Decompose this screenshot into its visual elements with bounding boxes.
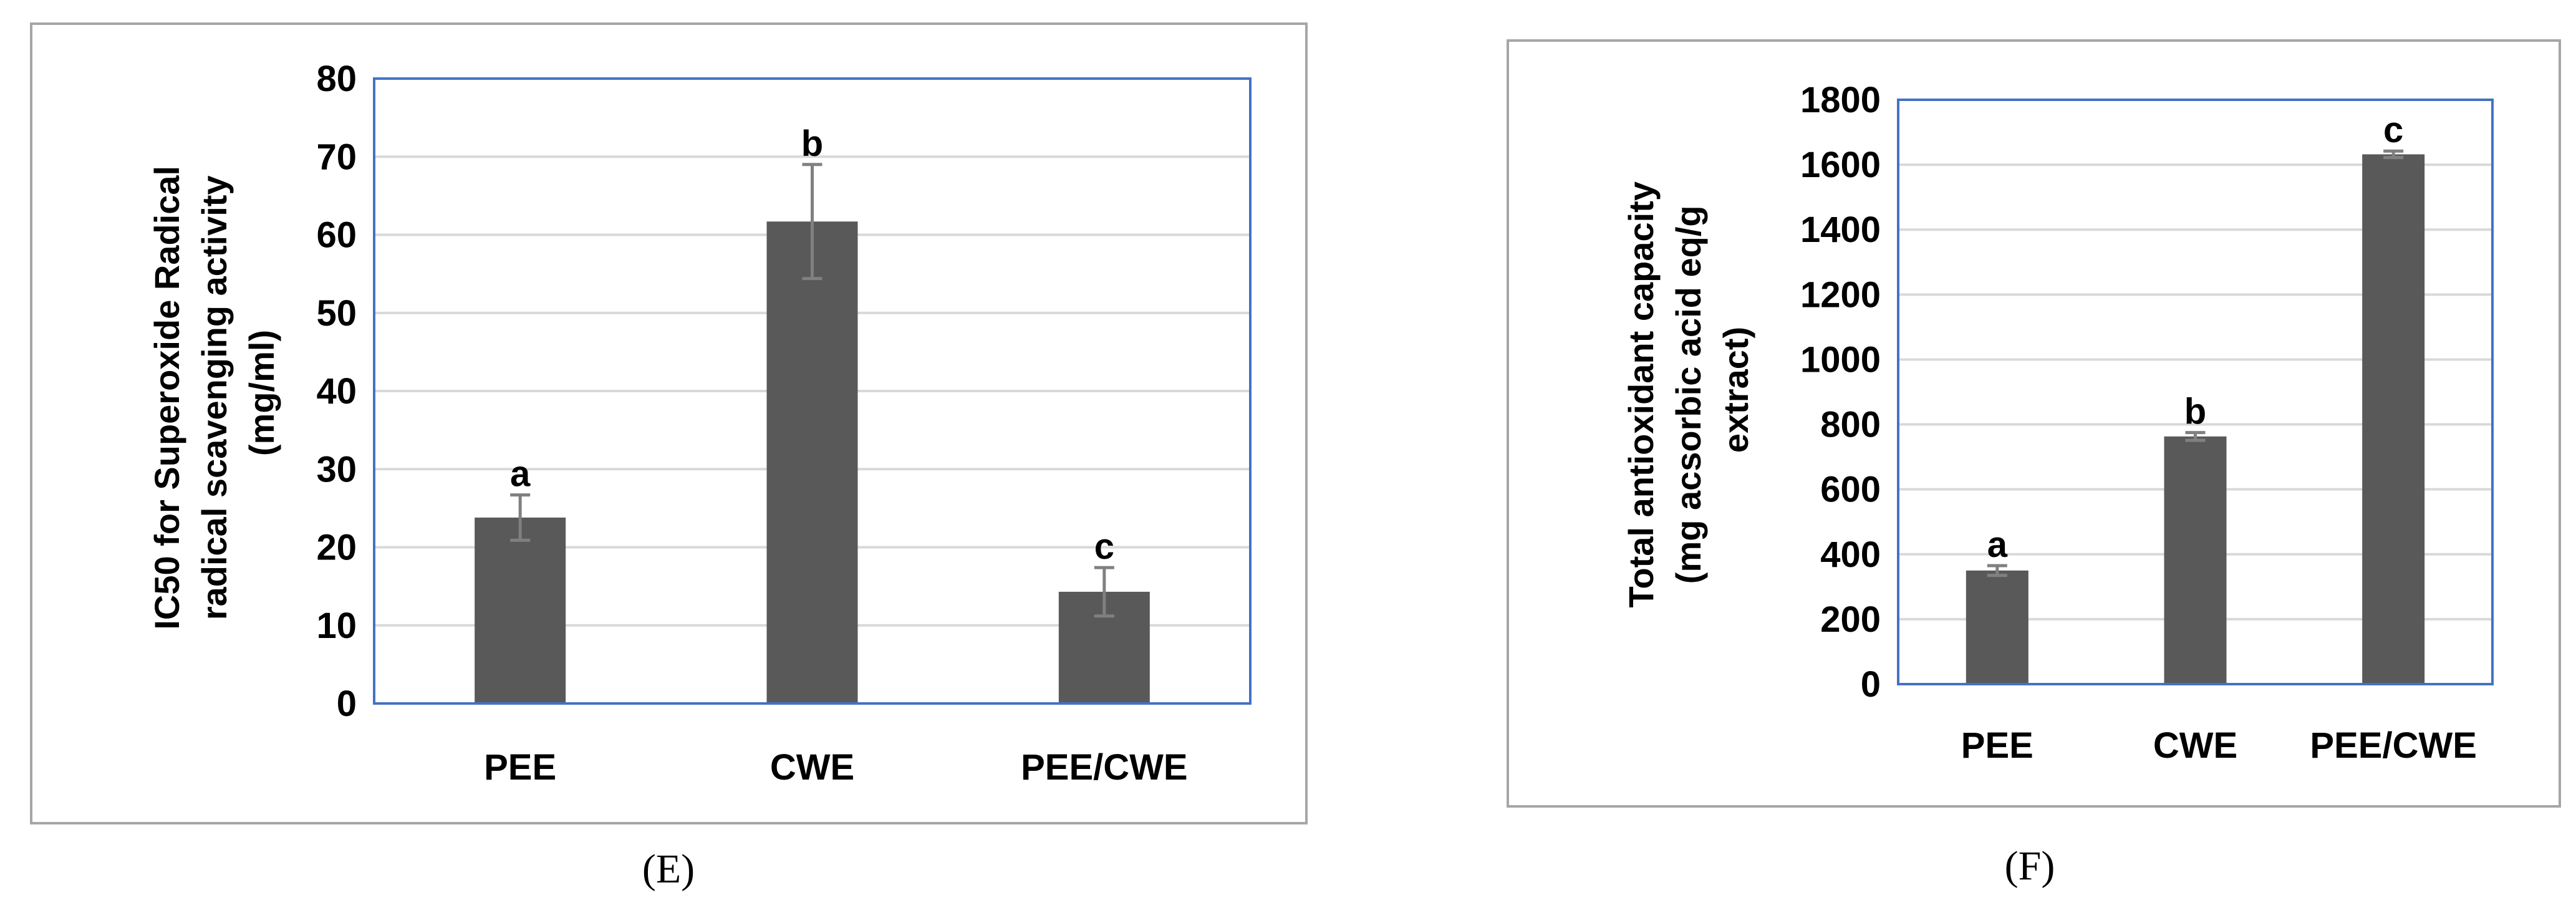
y-tick-label: 60 bbox=[316, 215, 357, 256]
significance-label: a bbox=[1987, 524, 2008, 565]
y-tick-label: 800 bbox=[1820, 405, 1881, 445]
panel-label-f: (F) bbox=[2005, 843, 2055, 889]
y-tick-label: 0 bbox=[1861, 664, 1881, 705]
y-tick-labels-f: 0 200 400 600 800 1000 1200 1400 1600 1800 bbox=[1800, 80, 1881, 705]
significance-label: b bbox=[801, 123, 823, 164]
y-tick-label: 600 bbox=[1820, 470, 1881, 510]
plot-area-e bbox=[373, 77, 1252, 705]
y-tick-label: 0 bbox=[337, 684, 357, 724]
y-tick-label: 1800 bbox=[1800, 80, 1881, 120]
y-axis-label-f-line2: (mg acsorbic acid eq/g bbox=[1669, 205, 1708, 584]
bar-cwe bbox=[766, 221, 858, 703]
bars-f bbox=[1966, 154, 2425, 684]
plot-area-f bbox=[1897, 99, 2494, 685]
category-label: CWE bbox=[2153, 725, 2237, 766]
category-labels-f: PEE CWE PEE/CWE bbox=[1961, 725, 2477, 766]
y-tick-label: 50 bbox=[316, 293, 357, 334]
bar-pee-cwe bbox=[2362, 154, 2425, 684]
significance-label: a bbox=[510, 454, 531, 495]
y-tick-label: 70 bbox=[316, 137, 357, 177]
bar-pee bbox=[475, 517, 566, 703]
bars-e bbox=[475, 221, 1150, 703]
y-axis-label-f-line1: Total antioxidant capacity bbox=[1621, 181, 1661, 608]
significance-label: c bbox=[1094, 526, 1114, 567]
significance-label: b bbox=[2184, 392, 2206, 432]
category-label: PEE/CWE bbox=[2310, 725, 2477, 766]
y-axis-label-e: IC50 for Superoxide Radical radical scav… bbox=[147, 156, 281, 629]
y-tick-label: 80 bbox=[316, 59, 357, 99]
y-tick-label: 20 bbox=[316, 528, 357, 568]
y-tick-label: 1600 bbox=[1800, 145, 1881, 185]
y-axis-label-e-line2: radical scavenging activity bbox=[195, 175, 234, 620]
y-axis-label-f-line3: extract) bbox=[1716, 327, 1755, 453]
y-axis-label-f: Total antioxidant capacity (mg acsorbic … bbox=[1621, 172, 1755, 607]
y-tick-label: 40 bbox=[316, 371, 357, 412]
error-bars-e bbox=[510, 163, 1114, 618]
error-bars-f bbox=[1987, 149, 2404, 577]
category-label: CWE bbox=[770, 747, 854, 788]
y-tick-label: 1000 bbox=[1800, 339, 1881, 380]
category-label: PEE/CWE bbox=[1021, 747, 1188, 788]
chart-panel-f: 0 200 400 600 800 1000 1200 1400 1600 1800 PEE CWE… bbox=[1507, 39, 2561, 889]
bar-cwe bbox=[2164, 436, 2227, 684]
y-tick-label: 200 bbox=[1820, 599, 1881, 640]
category-label: PEE bbox=[1961, 725, 2033, 766]
significance-label: c bbox=[2383, 110, 2403, 150]
chart-panel-e: 0 10 20 30 40 50 60 70 80 PEE CWE PEE/CWE a b c IC50… bbox=[30, 22, 1308, 892]
y-tick-label: 1400 bbox=[1800, 210, 1881, 250]
significance-labels-e: a b c bbox=[510, 123, 1114, 567]
significance-labels-f: a b c bbox=[1987, 110, 2404, 565]
y-tick-labels-e: 0 10 20 30 40 50 60 70 80 bbox=[316, 59, 357, 724]
y-tick-label: 1200 bbox=[1800, 274, 1881, 315]
panel-label-e: (E) bbox=[642, 846, 695, 892]
y-tick-label: 10 bbox=[316, 606, 357, 646]
y-tick-label: 400 bbox=[1820, 534, 1881, 575]
bar-pee bbox=[1966, 570, 2028, 684]
y-tick-label: 30 bbox=[316, 449, 357, 490]
y-axis-label-e-line3: (mg/ml) bbox=[242, 330, 281, 456]
category-labels-e: PEE CWE PEE/CWE bbox=[484, 747, 1187, 788]
y-axis-label-e-line1: IC50 for Superoxide Radical bbox=[147, 166, 186, 630]
category-label: PEE bbox=[484, 747, 556, 788]
